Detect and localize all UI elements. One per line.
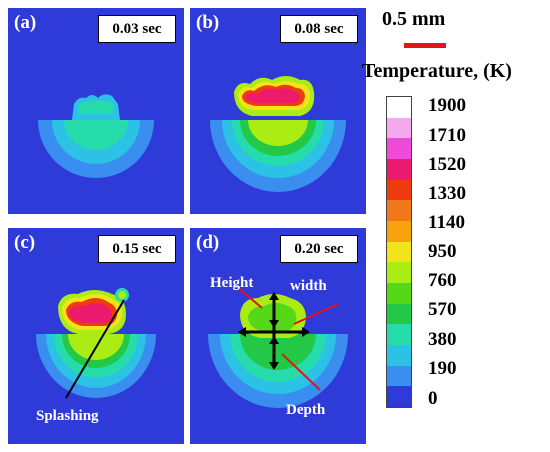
colorbar-swatch — [387, 97, 411, 118]
panel-c: (c) 0.15 sec Splashing — [8, 228, 184, 444]
panel-label-b: (b) — [196, 12, 220, 33]
colorbar-swatch — [387, 386, 411, 407]
temperature-field-c — [36, 288, 156, 399]
colorbar-tick: 760 — [428, 270, 457, 291]
temperature-field-a — [38, 94, 154, 178]
colorbar-tick: 570 — [428, 299, 457, 320]
colorbar-tick: 380 — [428, 329, 457, 350]
colorbar-tick: 1710 — [428, 125, 466, 146]
colorbar-swatch — [387, 220, 411, 242]
colorbar-tick: 1330 — [428, 183, 466, 204]
colorbar-swatch — [387, 241, 411, 263]
panel-label-d: (d) — [196, 232, 220, 253]
colorbar-swatch — [387, 324, 411, 345]
colorbar-swatch — [387, 282, 411, 304]
panel-d: (d) 0.20 sec Height width Depth — [190, 228, 366, 444]
scale-bar — [404, 43, 446, 48]
time-label-c: 0.15 sec — [98, 235, 176, 263]
colorbar-swatch — [387, 138, 411, 159]
temperature-field-b — [210, 76, 346, 192]
colorbar-swatch — [387, 117, 411, 139]
colorbar-swatch — [387, 158, 411, 180]
colorbar-swatch — [387, 262, 411, 283]
panel-label-c: (c) — [14, 232, 36, 253]
colorbar-swatch — [387, 365, 411, 387]
colorbar-tick: 950 — [428, 241, 457, 262]
time-label-b: 0.08 sec — [280, 15, 358, 43]
panel-a: (a) 0.03 sec — [8, 8, 184, 214]
colorbar-tick: 1520 — [428, 154, 466, 175]
colorbar-swatch — [387, 179, 411, 201]
temperature-field-d — [208, 285, 348, 408]
width-label: width — [290, 278, 327, 294]
colorbar-tick: 0 — [428, 388, 438, 409]
colorbar-tick: 1140 — [428, 212, 465, 233]
scale-bar-label: 0.5 mm — [382, 8, 446, 30]
colorbar-tick: 190 — [428, 358, 457, 379]
colorbar-swatch — [387, 344, 411, 366]
panel-label-a: (a) — [14, 12, 37, 33]
time-label-a: 0.03 sec — [98, 15, 176, 43]
height-label: Height — [210, 275, 254, 291]
colorbar — [386, 96, 412, 408]
colorbar-swatch — [387, 303, 411, 325]
time-label-d: 0.20 sec — [280, 235, 358, 263]
colorbar-title: Temperature, (K) — [362, 60, 512, 82]
splashing-label: Splashing — [36, 408, 99, 424]
colorbar-tick: 1900 — [428, 95, 466, 116]
panel-b: (b) 0.08 sec — [190, 8, 366, 214]
colorbar-swatch — [387, 200, 411, 221]
depth-label: Depth — [286, 402, 326, 418]
